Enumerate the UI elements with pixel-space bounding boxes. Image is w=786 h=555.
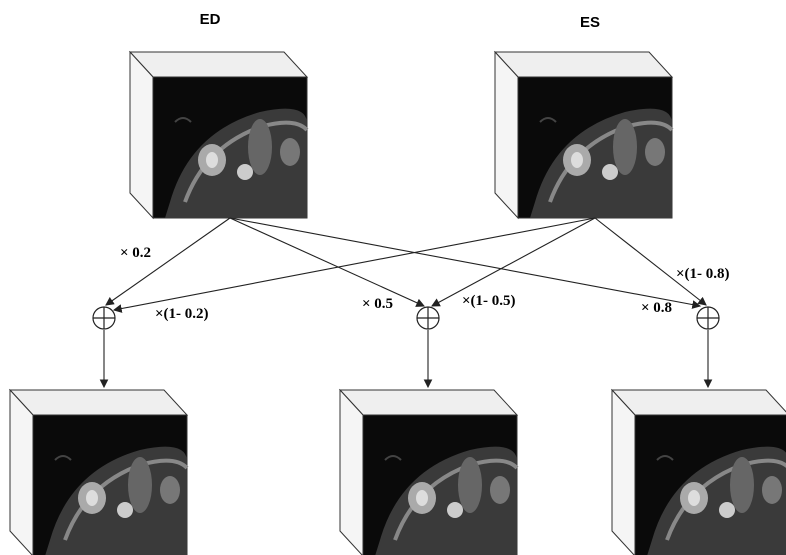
weight-label: ×(1- 0.8) [676,266,730,282]
input-label: ES [580,14,600,31]
output-image [612,390,786,555]
connections [104,218,708,387]
sum-node [93,307,115,329]
ed-image [130,52,307,218]
weight-label: × 0.8 [641,300,672,316]
diagram: ED ES × 0.2 ×(1- 0.2) × 0.5 ×(1- 0.5) × … [0,0,786,555]
weight-label: ×(1- 0.2) [155,306,209,322]
output-image [340,390,517,555]
es-image [495,52,672,218]
sum-node [417,307,439,329]
sum-node [697,307,719,329]
weight-label: × 0.5 [362,296,393,312]
input-label: ED [200,11,221,28]
weight-label: ×(1- 0.5) [462,293,516,309]
output-image [10,390,187,555]
weight-label: × 0.2 [120,245,151,261]
